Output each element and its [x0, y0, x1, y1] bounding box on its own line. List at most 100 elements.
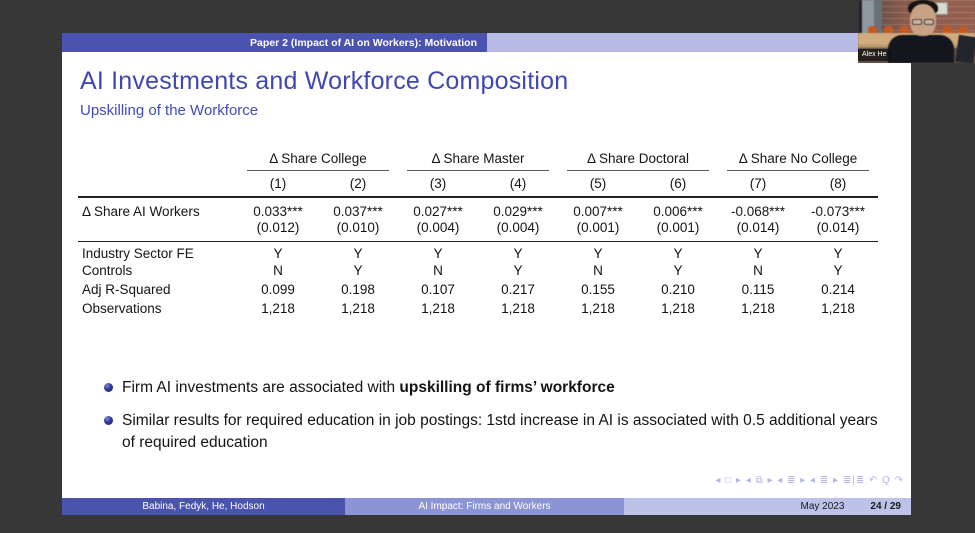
slide-headline-bar: Paper 2 (Impact of AI on Workers): Motiv…	[62, 33, 911, 52]
table-corner-cell	[78, 145, 238, 171]
value-cell: 0.198	[341, 281, 375, 297]
person-torso	[888, 35, 954, 63]
coef-cell: -0.068***	[730, 204, 786, 219]
value-cell: N	[433, 262, 443, 278]
col-number: (7)	[718, 171, 799, 198]
footer-short-title: AI Impact: Firms and Workers	[345, 498, 624, 515]
se-cell: (0.001)	[638, 219, 719, 242]
coef-cell: 0.006***	[653, 204, 703, 219]
row-label: Controls	[82, 262, 133, 278]
footer-date-page: May 2023 24 / 29	[624, 498, 911, 515]
se-cell: (0.014)	[718, 219, 799, 242]
value-cell: Y	[433, 245, 443, 261]
webcam-video-tile[interactable]: Alex He	[858, 0, 975, 63]
value-cell: 1,218	[261, 300, 295, 316]
participant-name-label: Alex He	[858, 49, 891, 61]
value-cell: Y	[593, 245, 603, 261]
row-label: Industry Sector FE	[82, 245, 194, 261]
value-cell: 0.217	[501, 281, 535, 297]
glasses-icon	[912, 19, 934, 25]
value-cell: Y	[353, 245, 363, 261]
controls-row: Controls N Y N Y N Y N Y	[78, 261, 878, 280]
fe-row: Industry Sector FE Y Y Y Y Y Y Y Y	[78, 241, 878, 261]
row-label: Δ Share AI Workers	[82, 204, 200, 219]
adj-rsquared-row: Adj R-Squared 0.099 0.198 0.107 0.217 0.…	[78, 280, 878, 299]
value-cell: 1,218	[821, 300, 855, 316]
orange-chair	[943, 26, 952, 35]
slide-footer-bar: Babina, Fedyk, He, Hodson AI Impact: Fir…	[62, 498, 911, 515]
col-number: (2)	[318, 171, 398, 198]
value-cell: Y	[673, 245, 683, 261]
value-cell: Y	[353, 262, 363, 278]
coef-cell: 0.033***	[253, 204, 303, 219]
group-header-master: Δ Share Master	[398, 145, 558, 171]
value-cell: 1,218	[661, 300, 695, 316]
value-cell: 1,218	[741, 300, 775, 316]
footer-date: May 2023	[800, 501, 845, 512]
presentation-slide: Paper 2 (Impact of AI on Workers): Motiv…	[62, 33, 911, 515]
value-cell: 0.210	[661, 281, 695, 297]
orange-chair	[884, 26, 893, 35]
col-number: (6)	[638, 171, 719, 198]
person-face	[910, 4, 936, 36]
value-cell: 0.214	[821, 281, 855, 297]
headline-text: Paper 2 (Impact of AI on Workers): Motiv…	[250, 36, 477, 49]
col-number: (8)	[798, 171, 879, 198]
se-cell: (0.004)	[398, 219, 478, 242]
coef-cell: 0.037***	[333, 204, 383, 219]
standard-error-row: (0.012) (0.010) (0.004) (0.004) (0.001) …	[78, 219, 879, 242]
value-cell: N	[753, 262, 763, 278]
bullet-list: Firm AI investments are associated with …	[104, 377, 894, 465]
group-header-nocollege: Δ Share No College	[718, 145, 878, 171]
table-column-number-row: (1) (2) (3) (4) (5) (6) (7) (8)	[78, 171, 879, 198]
se-cell: (0.012)	[238, 219, 318, 242]
bullet-text-bold: upskilling of firms’ workforce	[399, 379, 615, 396]
headline-bar-spacer	[487, 33, 911, 52]
col-number: (5)	[558, 171, 638, 198]
value-cell: Y	[513, 245, 523, 261]
row-label: Observations	[82, 300, 162, 316]
se-cell: (0.014)	[798, 219, 879, 242]
se-cell: (0.010)	[318, 219, 398, 242]
value-cell: N	[593, 262, 603, 278]
col-number: (4)	[478, 171, 558, 198]
coefficient-row: Δ Share AI Workers 0.033*** 0.037*** 0.0…	[78, 197, 878, 219]
footer-authors: Babina, Fedyk, He, Hodson	[62, 498, 345, 515]
row-label: Adj R-Squared	[82, 281, 171, 297]
bullet-icon	[104, 383, 113, 392]
value-cell: 0.115	[741, 281, 775, 297]
value-cell: Y	[273, 245, 283, 261]
col-number: (1)	[238, 171, 318, 198]
value-cell: 1,218	[341, 300, 375, 316]
value-cell: N	[273, 262, 283, 278]
headline-section-label: Paper 2 (Impact of AI on Workers): Motiv…	[62, 33, 487, 52]
coef-cell: -0.073***	[810, 204, 866, 219]
value-cell: 1,218	[581, 300, 615, 316]
value-cell: Y	[753, 245, 763, 261]
coef-cell: 0.027***	[413, 204, 463, 219]
value-cell: Y	[833, 262, 843, 278]
slide-subtitle: Upskilling of the Workforce	[80, 102, 259, 119]
observations-row: Observations 1,218 1,218 1,218 1,218 1,2…	[78, 299, 878, 318]
table-group-header-row: Δ Share College Δ Share Master Δ Share D…	[78, 145, 878, 171]
table-cell	[78, 219, 238, 242]
value-cell: 1,218	[501, 300, 535, 316]
value-cell: 0.099	[261, 281, 295, 297]
bullet-icon	[104, 416, 113, 426]
value-cell: 0.107	[421, 281, 455, 297]
group-header-doctoral: Δ Share Doctoral	[558, 145, 718, 171]
se-cell: (0.001)	[558, 219, 638, 242]
value-cell: Y	[833, 245, 843, 261]
beamer-navigation-icons[interactable]: ◂ □ ▸ ◂ ⧉ ▸ ◂ ≣ ▸ ◂ ≣ ▸ ≣|≣ ↶ Q ↷	[715, 475, 904, 486]
footer-page-number: 24 / 29	[870, 501, 901, 512]
orange-chair	[868, 26, 877, 35]
orange-chair	[900, 26, 909, 35]
bullet-item: Firm AI investments are associated with …	[104, 377, 894, 398]
slide-title: AI Investments and Workforce Composition	[80, 67, 569, 95]
coef-cell: 0.007***	[573, 204, 623, 219]
bullet-text: Similar results for required education i…	[122, 412, 878, 451]
group-header-college: Δ Share College	[238, 145, 398, 171]
col-number: (3)	[398, 171, 478, 198]
table-cell	[78, 171, 238, 198]
orange-chair	[958, 26, 967, 35]
